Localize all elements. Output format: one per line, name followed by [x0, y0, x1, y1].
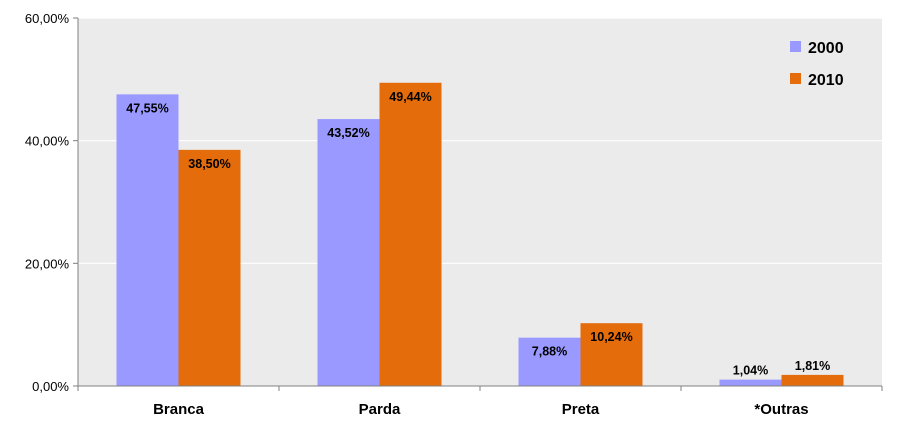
data-label: 10,24% — [590, 330, 632, 344]
bar-2000 — [116, 94, 179, 387]
legend-label-2010: 2010 — [808, 72, 844, 89]
data-label: 47,55% — [126, 101, 168, 115]
data-labels: 47,55% 38,50% 43,52% 49,44% 7,88% 10,24% 1,04%… — [126, 90, 830, 378]
data-label: 1,81% — [795, 359, 830, 373]
x-category-label: *Outras — [754, 401, 808, 418]
y-tick-label: 0,00% — [32, 379, 69, 394]
bar-2010 — [781, 374, 844, 386]
data-label: 7,88% — [532, 345, 567, 359]
x-category-label: Branca — [153, 401, 205, 418]
data-label: 49,44% — [389, 90, 431, 104]
bar-2010 — [580, 323, 643, 386]
data-label: 38,50% — [188, 157, 230, 171]
y-tick-label: 40,00% — [25, 134, 70, 149]
axes: 0,00% 20,00% 40,00% 60,00% Branca Parda Preta *… — [25, 11, 883, 418]
x-category-label: Parda — [359, 401, 401, 418]
data-label: 43,52% — [327, 126, 369, 140]
legend-swatch-2010 — [790, 73, 801, 84]
legend-swatch-2000 — [790, 41, 801, 52]
bar-2010 — [178, 149, 241, 386]
bar-2000 — [317, 119, 380, 386]
data-label: 1,04% — [733, 364, 768, 378]
x-category-label: Preta — [562, 401, 600, 418]
bar-2000 — [719, 379, 782, 386]
bar-2010 — [379, 82, 442, 386]
legend: 2000 2010 — [790, 40, 844, 89]
bars — [116, 82, 844, 387]
bar-2000 — [518, 337, 581, 386]
y-tick-label: 20,00% — [25, 256, 70, 271]
legend-label-2000: 2000 — [808, 40, 844, 57]
y-tick-label: 60,00% — [25, 11, 70, 26]
